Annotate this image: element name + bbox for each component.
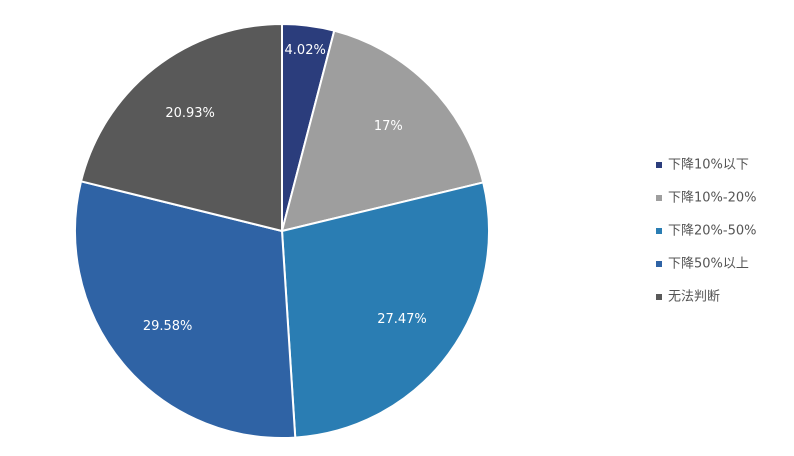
legend-swatch xyxy=(656,162,662,168)
legend-swatch xyxy=(656,294,662,300)
legend-label: 下降20%-50% xyxy=(668,224,756,239)
legend-label: 下降10%以下 xyxy=(668,158,749,173)
legend-swatch xyxy=(656,195,662,201)
legend-swatch xyxy=(656,261,662,267)
pie-slice xyxy=(280,29,485,233)
legend-label: 下降10%-20% xyxy=(668,191,756,206)
pie-slice xyxy=(74,180,297,439)
pie-slice xyxy=(79,22,283,233)
slice-label: 27.47% xyxy=(377,312,427,327)
pie-slice xyxy=(280,181,490,439)
legend-label: 无法判断 xyxy=(668,290,720,305)
legend-label: 下降50%以上 xyxy=(668,257,749,272)
slice-label: 20.93% xyxy=(165,106,215,121)
legend-swatch xyxy=(656,228,662,234)
slice-label: 17% xyxy=(374,119,403,134)
slice-label: 29.58% xyxy=(143,319,193,334)
slice-label: 4.02% xyxy=(285,43,326,58)
